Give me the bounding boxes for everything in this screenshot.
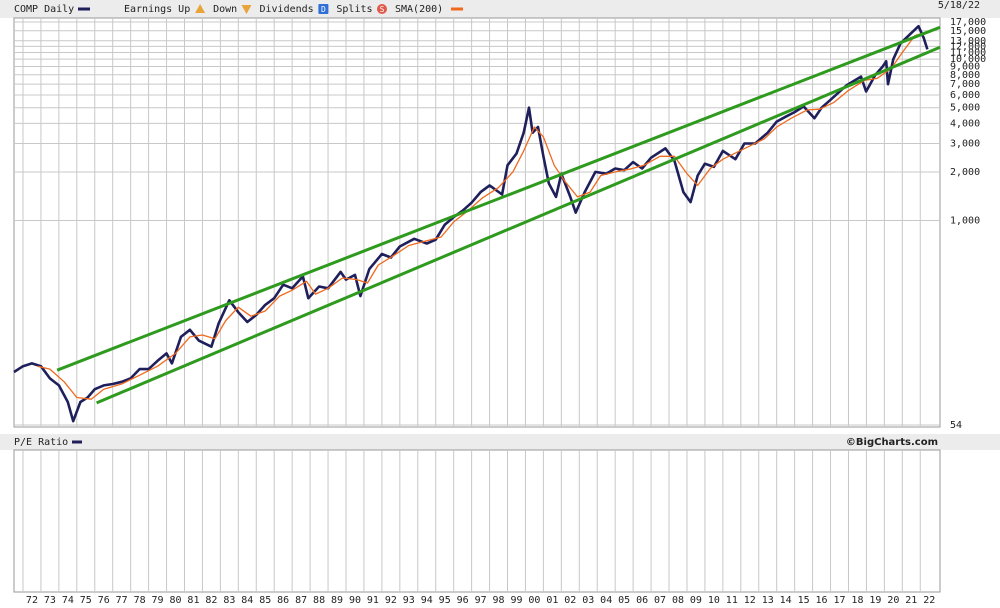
x-tick-label: 99 xyxy=(510,595,522,606)
x-tick-label: 15 xyxy=(798,595,810,606)
panel-bar xyxy=(0,434,1000,450)
y-tick-label: 7,000 xyxy=(950,79,980,90)
trendline xyxy=(56,25,941,372)
series-line xyxy=(13,24,929,423)
legend-icon xyxy=(377,4,387,14)
legend-label: Earnings Up xyxy=(124,4,190,15)
legend-icon xyxy=(241,5,252,14)
trendline xyxy=(96,45,941,405)
y-tick-label: 5,000 xyxy=(950,103,980,114)
x-tick-label: 74 xyxy=(62,595,74,606)
x-tick-label: 10 xyxy=(708,595,720,606)
y-tick-label: 6,000 xyxy=(950,90,980,101)
x-tick-label: 92 xyxy=(385,595,397,606)
x-tick-label: 95 xyxy=(439,595,451,606)
x-tick-label: 88 xyxy=(313,595,325,606)
x-tick-label: 90 xyxy=(349,595,361,606)
legend-icon xyxy=(195,4,206,13)
x-tick-label: 18 xyxy=(851,595,863,606)
x-tick-label: 98 xyxy=(493,595,505,606)
x-tick-label: 11 xyxy=(726,595,738,606)
x-tick-label: 22 xyxy=(923,595,935,606)
header-bar xyxy=(0,0,1000,18)
date-label: 5/18/22 xyxy=(938,0,980,11)
x-tick-label: 09 xyxy=(690,595,702,606)
x-tick-label: 94 xyxy=(421,595,433,606)
x-tick-label: 20 xyxy=(887,595,899,606)
x-tick-label: 79 xyxy=(152,595,164,606)
y-tick-label: 54 xyxy=(950,420,962,431)
x-tick-label: 08 xyxy=(672,595,684,606)
x-tick-label: 97 xyxy=(475,595,487,606)
legend-label: Dividends xyxy=(260,4,314,15)
y-tick-label: 3,000 xyxy=(950,139,980,150)
x-tick-label: 07 xyxy=(654,595,666,606)
x-tick-label: 82 xyxy=(205,595,217,606)
x-tick-label: 96 xyxy=(457,595,469,606)
x-tick-label: 13 xyxy=(762,595,774,606)
pe-frame xyxy=(13,449,941,593)
x-tick-label: 19 xyxy=(869,595,881,606)
x-tick-label: 76 xyxy=(98,595,110,606)
y-tick-label: 1,000 xyxy=(950,216,980,227)
x-tick-label: 00 xyxy=(528,595,540,606)
x-tick-label: 03 xyxy=(582,595,594,606)
x-tick-label: 01 xyxy=(546,595,558,606)
y-tick-label: 9,000 xyxy=(950,62,980,73)
x-tick-label: 84 xyxy=(241,595,253,606)
legend-label: SMA(200) xyxy=(395,4,443,15)
legend-icon xyxy=(318,4,329,14)
x-tick-label: 77 xyxy=(116,595,128,606)
y-tick-label: 2,000 xyxy=(950,167,980,178)
x-tick-label: 80 xyxy=(169,595,181,606)
y-tick-label: 10,000 xyxy=(950,54,986,65)
legend-label: COMP Daily xyxy=(14,4,74,15)
x-tick-label: 06 xyxy=(636,595,648,606)
x-tick-label: 16 xyxy=(816,595,828,606)
x-tick-label: 85 xyxy=(259,595,271,606)
x-tick-label: 78 xyxy=(134,595,146,606)
y-tick-label: 11,000 xyxy=(950,47,986,58)
series-line xyxy=(37,31,928,400)
x-tick-label: 21 xyxy=(905,595,917,606)
legend-label: Splits xyxy=(336,4,372,15)
x-tick-label: 91 xyxy=(367,595,379,606)
x-tick-label: 14 xyxy=(780,595,792,606)
y-tick-label: 13,000 xyxy=(950,36,986,47)
legend-icon-text: D xyxy=(321,5,326,14)
x-tick-label: 87 xyxy=(295,595,307,606)
x-tick-label: 93 xyxy=(403,595,415,606)
y-tick-label: 17,000 xyxy=(950,17,986,28)
x-tick-label: 81 xyxy=(187,595,199,606)
y-tick-label: 4,000 xyxy=(950,118,980,129)
legend-label: Down xyxy=(213,4,237,15)
legend-icon-text: S xyxy=(380,5,385,14)
x-tick-label: 12 xyxy=(744,595,756,606)
x-tick-label: 17 xyxy=(833,595,845,606)
x-tick-label: 83 xyxy=(223,595,235,606)
y-tick-label: 12,000 xyxy=(950,41,986,52)
x-tick-label: 02 xyxy=(564,595,576,606)
x-tick-label: 75 xyxy=(80,595,92,606)
y-tick-label: 15,000 xyxy=(950,26,986,37)
x-tick-label: 72 xyxy=(26,595,38,606)
x-tick-label: 05 xyxy=(618,595,630,606)
y-tick-label: 8,000 xyxy=(950,70,980,81)
x-tick-label: 04 xyxy=(600,595,612,606)
x-tick-label: 86 xyxy=(277,595,289,606)
x-tick-label: 89 xyxy=(331,595,343,606)
pe-label: P/E Ratio xyxy=(14,437,68,448)
credit: ©BigCharts.com xyxy=(846,437,938,448)
x-tick-label: 73 xyxy=(44,595,56,606)
